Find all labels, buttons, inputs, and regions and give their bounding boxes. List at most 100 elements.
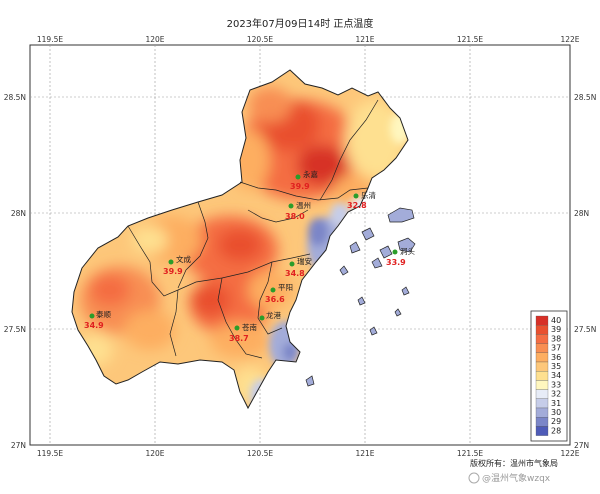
legend-swatch (535, 315, 549, 326)
station-marker (270, 287, 276, 293)
station-temp: 34.9 (84, 321, 104, 330)
station-marker (259, 315, 265, 321)
copyright-text: 版权所有：温州市气象局 (470, 458, 558, 468)
stations: 永嘉 39.9 温州 38.0 乐清 32.8 洞头 33.9 文成 39.9 … (84, 169, 415, 343)
lon-label: 120E (145, 449, 164, 458)
legend-tick-label: 30 (551, 408, 561, 417)
legend-swatch (535, 426, 549, 436)
legend-tick-label: 39 (551, 325, 561, 334)
legend-tick-label: 37 (551, 344, 561, 353)
station-name: 泰顺 (96, 309, 111, 319)
station-temp: 32.8 (347, 201, 367, 210)
station-name: 永嘉 (303, 169, 318, 179)
lat-label: 28.5N (4, 93, 26, 102)
station-temp: 33.9 (386, 258, 406, 267)
lat-label: 27N (574, 441, 589, 450)
station-wenzhou: 温州 38.0 (285, 201, 311, 221)
station-longgang: 龙港 (259, 310, 281, 321)
station-marker (295, 174, 301, 180)
station-marker (168, 259, 174, 265)
station-wencheng: 文成 39.9 (163, 254, 191, 276)
station-temp: 38.0 (285, 212, 305, 221)
legend-swatch (535, 334, 549, 344)
lon-label: 119.5E (37, 449, 63, 458)
station-name: 文成 (176, 254, 191, 264)
lat-label: 28N (574, 209, 589, 218)
station-name: 平阳 (278, 283, 293, 292)
legend-tick-label: 28 (551, 426, 561, 435)
legend-tick-label: 33 (551, 380, 561, 389)
weibo-logo-icon (468, 472, 480, 484)
legend-tick-label: 36 (551, 353, 561, 362)
station-name: 苍南 (242, 322, 257, 332)
lon-label: 122E (560, 449, 579, 458)
legend-swatch (535, 371, 549, 381)
station-name: 洞头 (400, 246, 415, 256)
station-marker (89, 313, 95, 319)
station-dongtou: 洞头 33.9 (386, 246, 415, 267)
station-name: 龙港 (266, 310, 281, 320)
station-temp: 39.9 (163, 267, 183, 276)
station-marker (234, 325, 240, 331)
lon-label: 120E (145, 35, 164, 44)
legend-tick-label: 38 (551, 334, 561, 343)
legend-tick-label: 35 (551, 362, 561, 371)
station-cangnan: 苍南 38.7 (229, 322, 257, 343)
legend-tick-label: 40 (551, 316, 561, 325)
legend-swatch (535, 352, 549, 363)
lat-label: 28N (11, 209, 26, 218)
station-temp: 39.9 (290, 182, 310, 191)
lon-label: 122E (560, 35, 579, 44)
watermark: @温州气象wzqx (468, 472, 551, 484)
lat-labels-left: 28.5N 28N 27.5N 27N (4, 93, 26, 450)
legend-tick-label: 31 (551, 399, 561, 408)
map-title: 2023年07月09日14时 正点温度 (227, 17, 374, 30)
station-temp: 34.8 (285, 269, 305, 278)
lat-label: 27.5N (4, 325, 26, 334)
lon-labels-bottom: 119.5E 120E 120.5E 121E 121.5E 122E (37, 449, 580, 458)
legend-swatch (535, 361, 549, 372)
lon-label: 121.5E (457, 35, 483, 44)
legend-swatch (535, 325, 549, 335)
lon-label: 119.5E (37, 35, 63, 44)
lat-labels-right: 28.5N 28N 27.5N 27N (574, 93, 596, 450)
station-name: 温州 (296, 201, 311, 210)
station-marker (289, 261, 295, 267)
lon-labels-top: 119.5E 120E 120.5E 121E 121.5E 122E (37, 35, 580, 44)
legend-swatch (535, 407, 549, 418)
legend-swatch (535, 343, 549, 353)
station-taishun: 泰顺 34.9 (84, 309, 111, 330)
islands (305, 207, 416, 387)
station-yongjia: 永嘉 39.9 (290, 169, 318, 191)
legend-swatch (535, 417, 549, 427)
lat-label: 27.5N (574, 325, 596, 334)
region-boundary (71, 69, 409, 410)
legend-swatch (535, 389, 549, 399)
station-marker (288, 203, 294, 209)
legend-swatch (535, 380, 549, 390)
lon-label: 121E (355, 449, 374, 458)
lon-label: 120.5E (247, 35, 273, 44)
lon-label: 121.5E (457, 449, 483, 458)
station-ruian: 瑞安 34.8 (285, 256, 312, 278)
legend-tick-label: 29 (551, 417, 561, 426)
station-marker (353, 193, 359, 199)
legend-tick-label: 34 (551, 371, 561, 380)
station-pingyang: 平阳 36.6 (265, 283, 293, 304)
legend-swatch (535, 398, 549, 409)
station-marker (392, 249, 398, 255)
lat-label: 28.5N (574, 93, 596, 102)
county-borders (127, 99, 379, 359)
lon-label: 120.5E (247, 449, 273, 458)
station-yueqing: 乐清 32.8 (347, 190, 376, 210)
lon-label: 121E (355, 35, 374, 44)
lat-label: 27N (11, 441, 26, 450)
station-name: 乐清 (361, 190, 376, 200)
station-name: 瑞安 (297, 256, 312, 266)
legend-tick-label: 32 (551, 390, 561, 399)
station-temp: 36.6 (265, 295, 285, 304)
watermark-text: @温州气象wzqx (482, 472, 551, 484)
